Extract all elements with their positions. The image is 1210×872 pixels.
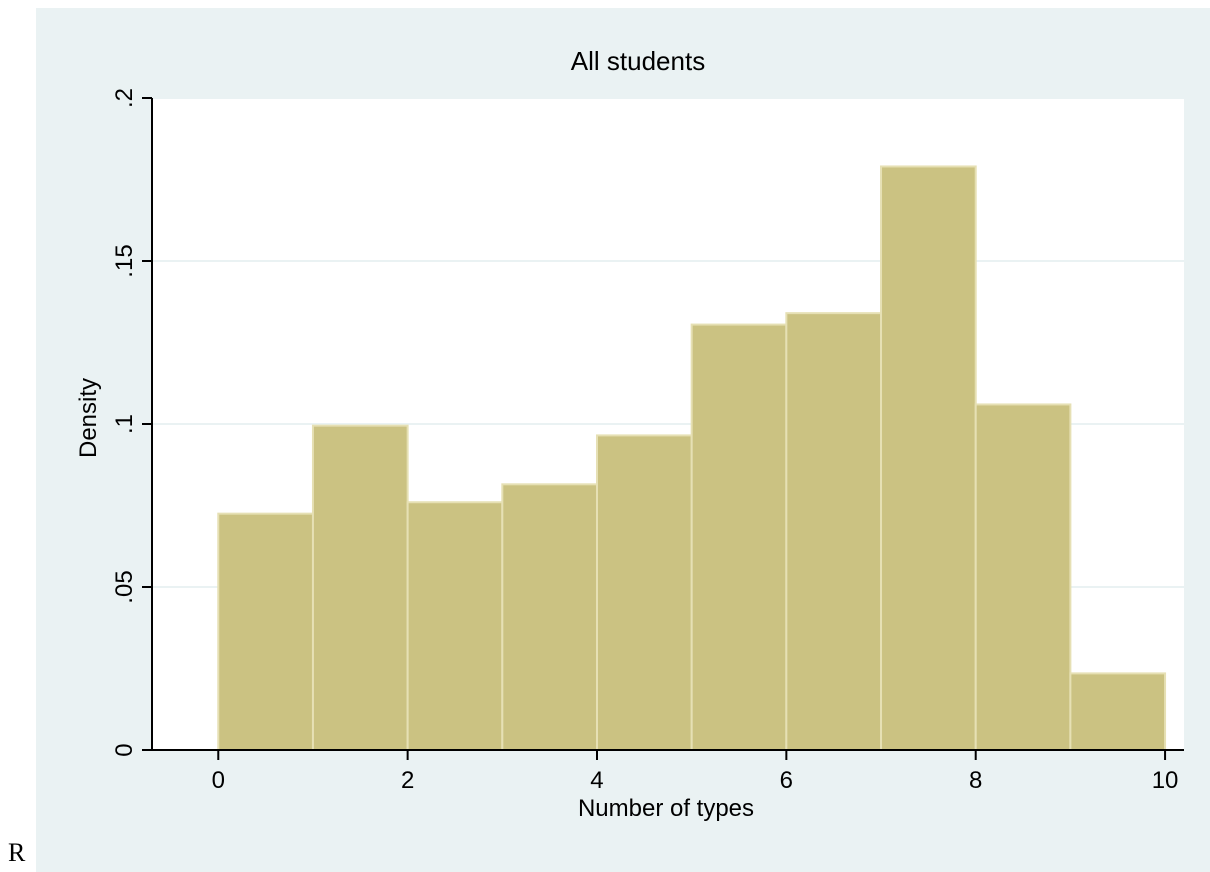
histogram-bar: [501, 483, 598, 751]
x-tick-label: 2: [401, 767, 414, 794]
x-tick-label: 0: [212, 767, 225, 794]
y-tick-label: 0: [111, 743, 138, 756]
y-tick-label: .05: [111, 570, 138, 603]
histogram-bar: [406, 501, 504, 751]
histogram-bar: [217, 512, 314, 751]
histogram-chart: 0 .05 .1 .15 .2 0 2 4 6 8 10 All students Number o…: [75, 46, 1184, 822]
histogram-bar: [1069, 672, 1167, 752]
axes: 0 .05 .1 .15 .2 0 2 4 6 8 10: [111, 88, 1184, 794]
histogram-bars: [217, 165, 1167, 752]
y-tick-label: .1: [111, 414, 138, 434]
x-axis-title: Number of types: [578, 795, 754, 822]
x-tick-label: 4: [590, 767, 603, 794]
histogram-bar: [690, 323, 788, 751]
histogram-bar: [880, 165, 977, 751]
chart-panel: 0 .05 .1 .15 .2 0 2 4 6 8 10 All students Number o…: [36, 8, 1210, 872]
histogram-bar: [974, 403, 1072, 751]
x-tick-label: 6: [780, 767, 793, 794]
y-tick-label: .15: [111, 244, 138, 277]
chart-title: All students: [571, 46, 705, 76]
x-tick-label: 10: [1152, 767, 1179, 794]
stray-text: R: [8, 838, 26, 867]
y-axis-title: Density: [75, 378, 102, 458]
histogram-bar: [311, 424, 409, 751]
x-tick-label: 8: [969, 767, 982, 794]
histogram-bar: [785, 312, 883, 751]
histogram-bar: [595, 434, 693, 751]
y-tick-label: .2: [111, 88, 138, 108]
